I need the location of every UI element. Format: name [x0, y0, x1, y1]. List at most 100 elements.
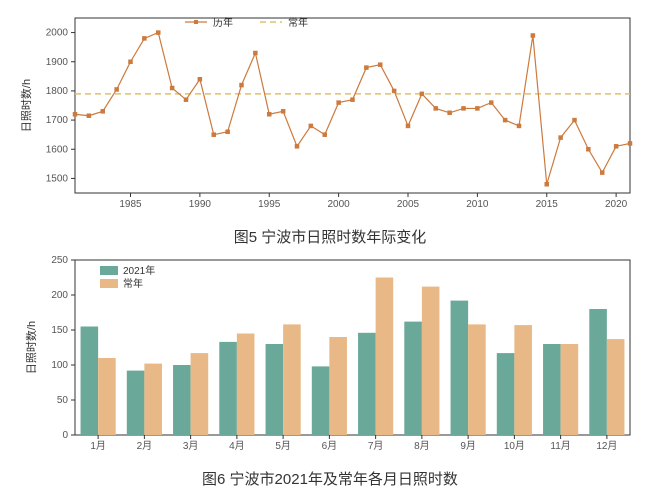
- data-point: [337, 101, 341, 105]
- data-point: [184, 98, 188, 102]
- figure-5: 1500160017001800190020001985199019952000…: [0, 8, 660, 218]
- svg-text:1990: 1990: [189, 199, 212, 210]
- data-point: [600, 171, 604, 175]
- svg-text:9月: 9月: [460, 440, 476, 452]
- svg-text:2021年: 2021年: [123, 264, 155, 277]
- bar-normal: [468, 324, 486, 435]
- svg-text:150: 150: [51, 325, 68, 336]
- svg-text:2005: 2005: [397, 199, 420, 210]
- svg-text:2月: 2月: [137, 440, 153, 452]
- svg-text:12月: 12月: [596, 440, 617, 452]
- svg-text:5月: 5月: [275, 440, 291, 452]
- data-point: [73, 112, 77, 116]
- bar-normal: [191, 353, 209, 435]
- bar-normal: [607, 339, 625, 435]
- data-point: [142, 36, 146, 40]
- data-point: [489, 101, 493, 105]
- bar-normal: [376, 278, 394, 436]
- data-point: [115, 87, 119, 91]
- svg-text:7月: 7月: [368, 440, 384, 452]
- svg-text:常年: 常年: [123, 277, 143, 290]
- bar-2021: [219, 342, 237, 435]
- svg-text:1995: 1995: [258, 199, 281, 210]
- bar-normal: [329, 337, 347, 435]
- data-point: [267, 112, 271, 116]
- svg-text:历年: 历年: [213, 16, 233, 29]
- data-point: [226, 130, 230, 134]
- svg-text:6月: 6月: [322, 440, 338, 452]
- svg-text:2000: 2000: [328, 199, 351, 210]
- data-point: [420, 92, 424, 96]
- data-point: [573, 118, 577, 122]
- data-point: [462, 106, 466, 110]
- data-point: [628, 141, 632, 145]
- data-point: [212, 133, 216, 137]
- bar-2021: [312, 366, 330, 435]
- data-point: [434, 106, 438, 110]
- svg-text:100: 100: [51, 360, 68, 371]
- data-point: [295, 144, 299, 148]
- svg-text:日照时数/h: 日照时数/h: [20, 79, 33, 132]
- bar-2021: [497, 353, 515, 435]
- data-point: [240, 83, 244, 87]
- data-point: [170, 86, 174, 90]
- data-point: [198, 77, 202, 81]
- bar-2021: [81, 327, 99, 436]
- bar-normal: [422, 287, 440, 435]
- data-point: [129, 60, 133, 64]
- bar-normal: [514, 325, 532, 435]
- svg-text:2010: 2010: [466, 199, 489, 210]
- bar-2021: [404, 322, 422, 435]
- svg-text:1900: 1900: [46, 57, 69, 68]
- figure-5-chart: 1500160017001800190020001985199019952000…: [0, 8, 660, 218]
- bar-normal: [98, 358, 116, 435]
- bar-2021: [127, 371, 145, 435]
- figure-5-caption: 图5 宁波市日照时数年际变化: [0, 226, 660, 247]
- figure-6: 0 50 100 150 200 250 日照时数/h 1月 2月 3月 4月 5月 6月 7月 8月 9月 1…: [0, 250, 660, 460]
- data-point: [503, 118, 507, 122]
- svg-text:0: 0: [62, 430, 68, 441]
- bar-2021: [543, 344, 561, 435]
- bar-2021: [589, 309, 607, 435]
- data-point: [559, 136, 563, 140]
- data-point: [406, 124, 410, 128]
- data-point: [101, 109, 105, 113]
- svg-text:250: 250: [51, 255, 68, 266]
- data-point: [378, 63, 382, 67]
- bar-normal: [283, 324, 301, 435]
- bar-normal: [561, 344, 579, 435]
- data-point: [614, 144, 618, 148]
- svg-text:1800: 1800: [46, 86, 69, 97]
- svg-text:1月: 1月: [90, 440, 106, 452]
- svg-text:2020: 2020: [605, 199, 628, 210]
- svg-text:50: 50: [57, 395, 69, 406]
- data-point: [156, 31, 160, 35]
- figure-6-legend: 2021年常年: [100, 264, 155, 290]
- data-point: [253, 51, 257, 55]
- data-point: [392, 89, 396, 93]
- bar-normal: [144, 364, 162, 435]
- data-point: [531, 34, 535, 38]
- data-point: [323, 133, 327, 137]
- data-point: [517, 124, 521, 128]
- figure-6-caption: 图6 宁波市2021年及常年各月日照时数: [0, 468, 660, 489]
- bar-2021: [266, 344, 284, 435]
- data-point: [475, 106, 479, 110]
- data-point: [351, 98, 355, 102]
- svg-text:1600: 1600: [46, 144, 69, 155]
- svg-text:1985: 1985: [119, 199, 142, 210]
- svg-text:3月: 3月: [183, 440, 199, 452]
- svg-text:8月: 8月: [414, 440, 430, 452]
- svg-text:200: 200: [51, 290, 68, 301]
- bar-2021: [451, 301, 469, 435]
- data-point: [448, 111, 452, 115]
- svg-text:日照时数/h: 日照时数/h: [25, 321, 38, 374]
- svg-text:4月: 4月: [229, 440, 245, 452]
- svg-text:10月: 10月: [504, 440, 525, 452]
- bar-2021: [173, 365, 191, 435]
- svg-text:1500: 1500: [46, 173, 69, 184]
- bar-normal: [237, 334, 255, 436]
- figure-6-chart: 0 50 100 150 200 250 日照时数/h 1月 2月 3月 4月 5月 6月 7月 8月 9月 1…: [0, 250, 660, 460]
- data-point: [309, 124, 313, 128]
- data-point: [87, 114, 91, 118]
